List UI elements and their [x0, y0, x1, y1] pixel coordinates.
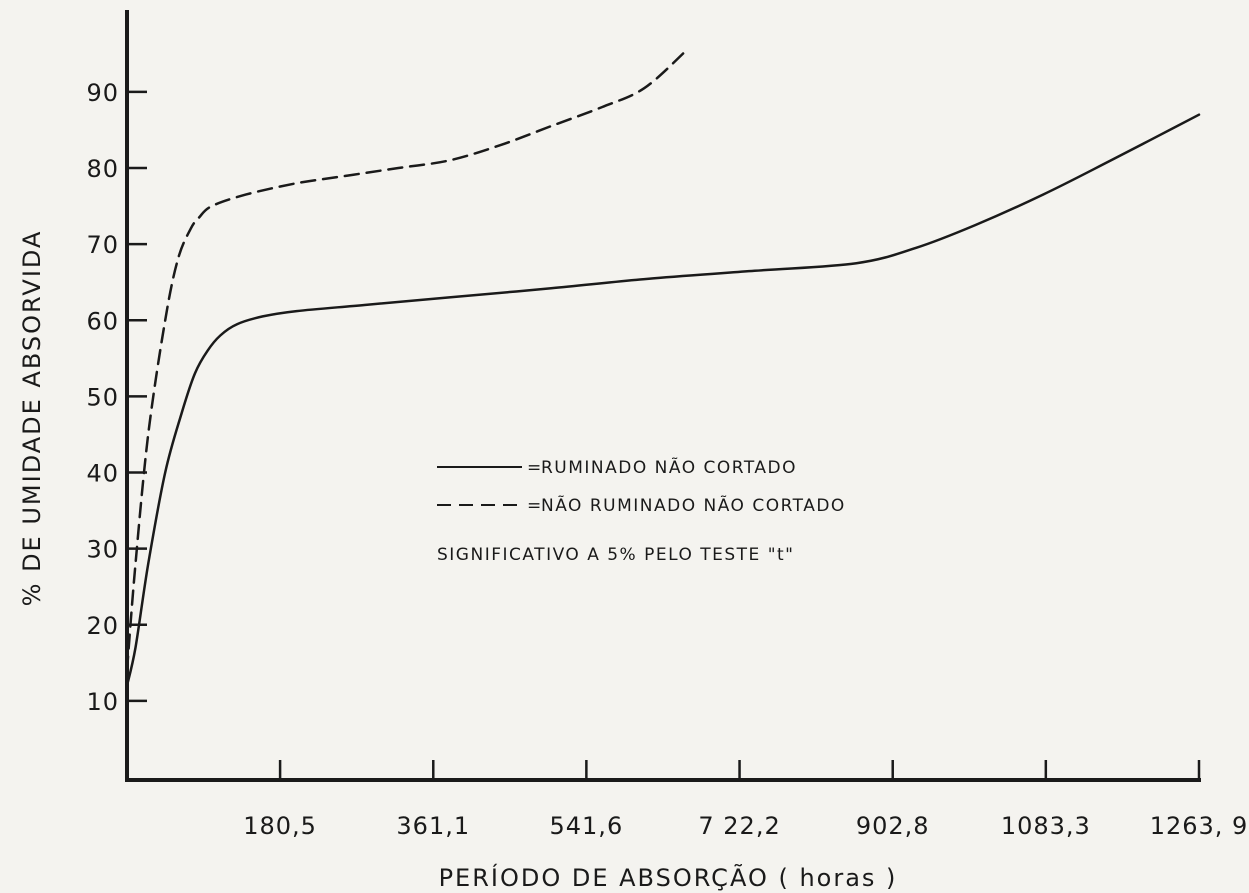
y-tick-label: 80 — [86, 155, 119, 183]
x-tick-label: 361,1 — [396, 812, 470, 840]
x-tick-label: 902,8 — [856, 812, 930, 840]
y-tick-label: 20 — [86, 612, 119, 640]
y-tick-label: 90 — [86, 79, 119, 107]
x-tick-label: 1263, 9 — [1150, 812, 1249, 840]
y-tick-label: 30 — [86, 536, 119, 564]
axes-layer: 10 20 30 40 50 60 70 80 90 180,5 361,1 541,6 7 22,2 9… — [18, 10, 1249, 892]
x-axis-title: PERÍODO DE ABSORÇÃO ( horas ) — [439, 862, 898, 892]
significance-note: SIGNIFICATIVO A 5% PELO TESTE "t" — [437, 545, 795, 565]
y-tick-label: 50 — [86, 383, 119, 411]
legend-equals: = — [527, 496, 543, 516]
y-tick-label: 40 — [86, 460, 119, 488]
x-tick-label: 541,6 — [550, 812, 624, 840]
series-line-ruminado — [125, 113, 1201, 687]
legend-label-nao-ruminado: NÃO RUMINADO NÃO CORTADO — [541, 494, 846, 516]
y-tick-label: 10 — [86, 688, 119, 716]
y-axis-title: % DE UMIDADE ABSORVIDA — [18, 230, 46, 607]
x-tick-label: 1083,3 — [1001, 812, 1091, 840]
y-tick-label: 70 — [86, 231, 119, 259]
x-tick-label: 180,5 — [243, 812, 317, 840]
legend-equals: = — [527, 458, 543, 478]
series-line-nao-ruminado — [125, 48, 689, 672]
x-tick-label: 7 22,2 — [698, 812, 780, 840]
legend-label-ruminado: RUMINADO NÃO CORTADO — [541, 456, 797, 478]
y-tick-label: 60 — [86, 307, 119, 335]
legend: =RUMINADO NÃO CORTADO=NÃO RUMINADO NÃO C… — [437, 456, 846, 565]
series-layer — [125, 48, 1201, 687]
